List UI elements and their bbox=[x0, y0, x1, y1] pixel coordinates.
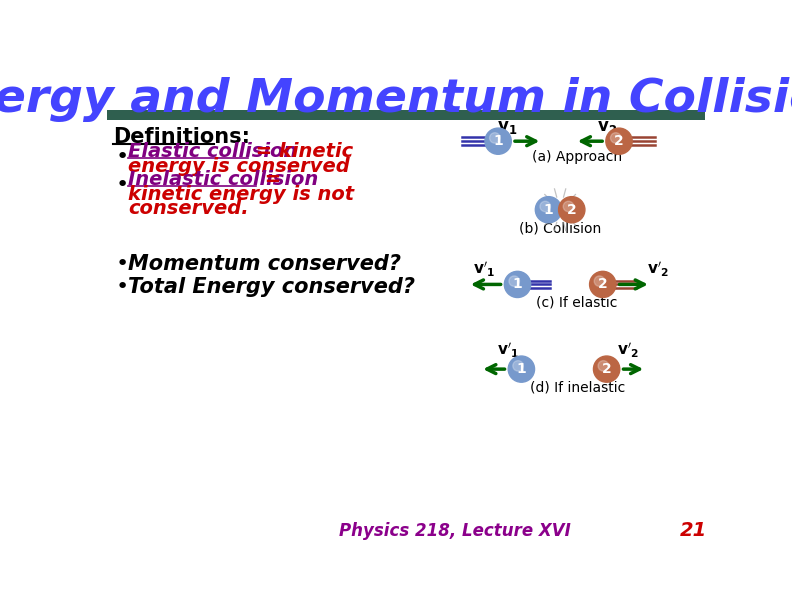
Text: (c) If elastic: (c) If elastic bbox=[536, 295, 618, 309]
Circle shape bbox=[598, 360, 608, 371]
Circle shape bbox=[606, 128, 632, 154]
Circle shape bbox=[558, 196, 585, 223]
Text: 21: 21 bbox=[680, 521, 707, 540]
Text: =: = bbox=[258, 170, 281, 189]
Circle shape bbox=[512, 360, 524, 371]
Circle shape bbox=[535, 196, 562, 223]
Text: 2: 2 bbox=[567, 203, 577, 217]
Text: kinetic energy is not: kinetic energy is not bbox=[128, 185, 355, 204]
Text: •: • bbox=[116, 175, 129, 195]
Text: 2: 2 bbox=[598, 277, 607, 291]
Text: $\mathbf{v'_2}$: $\mathbf{v'_2}$ bbox=[617, 340, 639, 359]
Text: conserved.: conserved. bbox=[128, 199, 249, 218]
Text: Inelastic collision: Inelastic collision bbox=[128, 170, 318, 189]
Circle shape bbox=[508, 356, 535, 382]
Circle shape bbox=[489, 133, 500, 143]
Text: •: • bbox=[116, 277, 129, 297]
Circle shape bbox=[485, 128, 512, 154]
Text: $\mathbf{v_1}$: $\mathbf{v_1}$ bbox=[497, 118, 517, 136]
Text: $\mathbf{v_2}$: $\mathbf{v_2}$ bbox=[596, 118, 617, 136]
Text: $\mathbf{v'_2}$: $\mathbf{v'_2}$ bbox=[648, 259, 669, 278]
Circle shape bbox=[505, 271, 531, 297]
Text: 1: 1 bbox=[543, 203, 554, 217]
Circle shape bbox=[509, 276, 520, 286]
Text: Elastic collision: Elastic collision bbox=[128, 143, 298, 162]
Text: 1: 1 bbox=[516, 362, 526, 376]
Text: Total Energy conserved?: Total Energy conserved? bbox=[128, 277, 416, 297]
Circle shape bbox=[589, 271, 616, 297]
Circle shape bbox=[540, 201, 550, 212]
Text: (d) If inelastic: (d) If inelastic bbox=[530, 381, 625, 395]
Text: •: • bbox=[116, 147, 129, 167]
Text: (a) Approach: (a) Approach bbox=[532, 149, 623, 163]
Text: 2: 2 bbox=[614, 134, 624, 148]
Text: •: • bbox=[116, 253, 129, 274]
Text: Physics 218, Lecture XVI: Physics 218, Lecture XVI bbox=[339, 522, 571, 540]
FancyBboxPatch shape bbox=[107, 110, 705, 119]
Text: energy is conserved: energy is conserved bbox=[128, 157, 350, 176]
Text: (b) Collision: (b) Collision bbox=[519, 221, 601, 235]
Circle shape bbox=[611, 133, 621, 143]
Circle shape bbox=[593, 356, 620, 382]
Text: Momentum conserved?: Momentum conserved? bbox=[128, 253, 402, 274]
Text: 1: 1 bbox=[512, 277, 523, 291]
Text: 1: 1 bbox=[493, 134, 503, 148]
Text: Energy and Momentum in Collisions: Energy and Momentum in Collisions bbox=[0, 77, 792, 122]
Circle shape bbox=[594, 276, 605, 286]
Text: $\mathbf{v'_1}$: $\mathbf{v'_1}$ bbox=[473, 259, 495, 278]
Text: Definitions:: Definitions: bbox=[113, 127, 250, 147]
Text: = kinetic: = kinetic bbox=[249, 143, 353, 162]
Circle shape bbox=[563, 201, 573, 212]
Text: $\mathbf{v'_1}$: $\mathbf{v'_1}$ bbox=[497, 340, 520, 359]
Text: 2: 2 bbox=[602, 362, 611, 376]
